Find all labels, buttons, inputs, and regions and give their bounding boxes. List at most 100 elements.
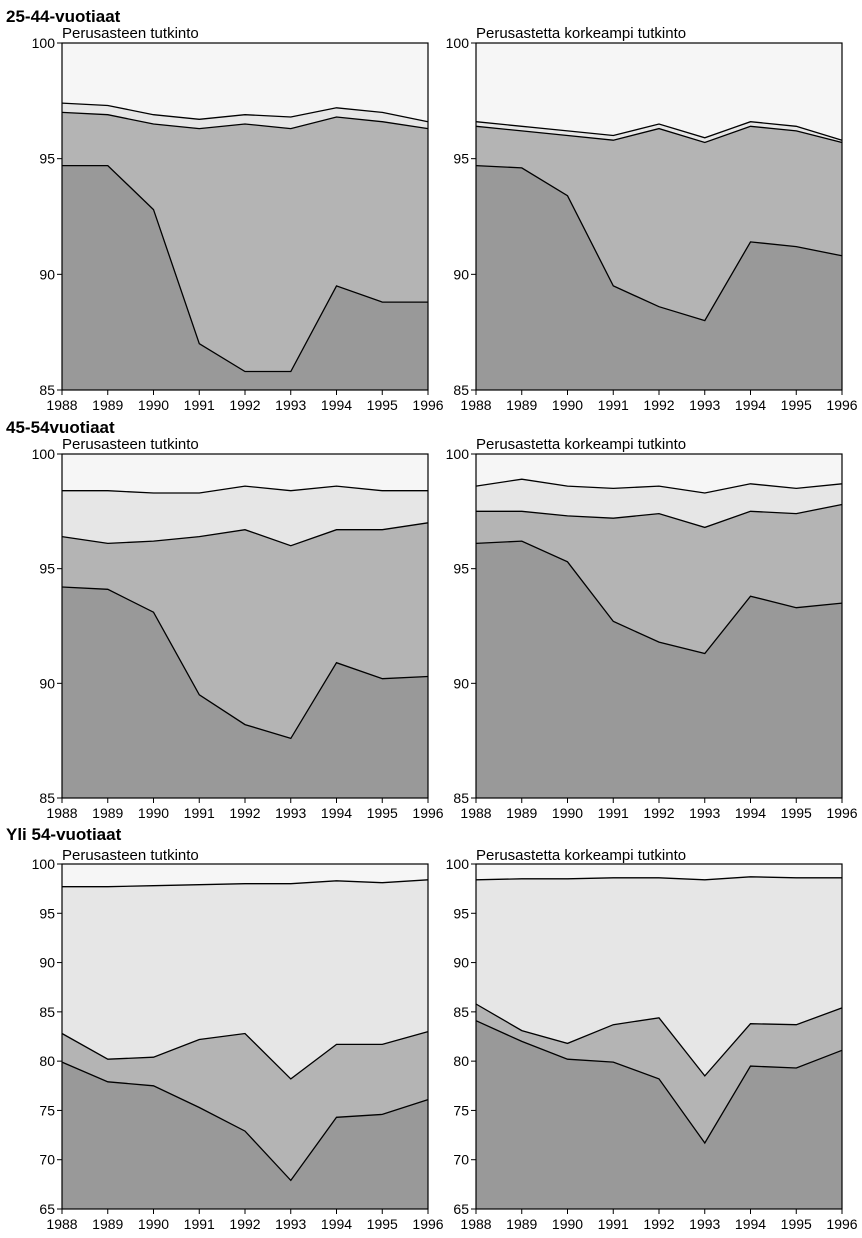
y-tick-label: 100 [32, 35, 56, 51]
x-tick-label: 1992 [229, 805, 260, 821]
y-tick-label: 100 [32, 446, 56, 462]
x-tick-label: 1995 [781, 805, 812, 821]
y-tick-label: 75 [453, 1102, 469, 1118]
boundary-line-1 [62, 164, 428, 373]
section-title: 25-44-vuotiaat [6, 7, 121, 26]
boundary-line-3 [475, 876, 842, 881]
y-tick-label: 90 [453, 266, 469, 282]
area-layer-1 [62, 1062, 428, 1209]
x-tick-label: 1995 [781, 397, 812, 413]
y-tick-label: 90 [453, 955, 469, 971]
x-tick-label: 1990 [552, 1216, 583, 1232]
x-tick-label: 1996 [412, 1216, 443, 1232]
y-tick-label: 85 [453, 790, 469, 806]
boundary-line-3 [61, 102, 429, 123]
boundary-line-2 [475, 125, 843, 144]
section-title: Yli 54-vuotiaat [6, 825, 122, 844]
x-tick-label: 1989 [506, 397, 537, 413]
x-tick-label: 1993 [689, 1216, 720, 1232]
boundary-line-3 [62, 879, 429, 888]
y-tick-label: 95 [39, 561, 55, 577]
y-tick-label: 85 [453, 1004, 469, 1020]
x-tick-label: 1991 [598, 1216, 629, 1232]
y-tick-label: 100 [32, 856, 56, 872]
x-tick-label: 1992 [643, 805, 674, 821]
y-tick-label: 85 [453, 382, 469, 398]
y-tick-label: 100 [446, 35, 470, 51]
x-tick-label: 1995 [367, 805, 398, 821]
x-tick-label: 1990 [138, 805, 169, 821]
x-tick-label: 1991 [184, 805, 215, 821]
y-tick-label: 70 [453, 1152, 469, 1168]
y-tick-label: 95 [453, 151, 469, 167]
x-tick-label: 1994 [735, 1216, 766, 1232]
y-tick-label: 85 [39, 1004, 55, 1020]
x-tick-label: 1989 [92, 805, 123, 821]
section-title: 45-54vuotiaat [6, 418, 115, 437]
y-tick-label: 85 [39, 790, 55, 806]
x-tick-label: 1995 [367, 1216, 398, 1232]
x-tick-label: 1988 [46, 805, 77, 821]
y-tick-label: 75 [39, 1102, 55, 1118]
x-tick-label: 1994 [321, 397, 352, 413]
x-tick-label: 1992 [229, 397, 260, 413]
boundary-line-1 [475, 164, 843, 322]
panel-title: Perusasteen tutkinto [62, 25, 199, 42]
x-tick-label: 1988 [460, 1216, 491, 1232]
panel-title: Perusastetta korkeampi tutkinto [476, 25, 686, 42]
boundary-line-3 [62, 485, 428, 494]
x-tick-label: 1990 [138, 397, 169, 413]
x-tick-label: 1996 [412, 805, 443, 821]
y-tick-label: 65 [453, 1201, 469, 1217]
boundary-line-2 [476, 503, 843, 529]
y-tick-label: 100 [446, 446, 470, 462]
y-tick-label: 95 [453, 905, 469, 921]
x-tick-label: 1993 [689, 805, 720, 821]
y-tick-label: 90 [39, 675, 55, 691]
x-tick-label: 1989 [92, 397, 123, 413]
boundary-line-2 [475, 1003, 843, 1077]
y-tick-label: 90 [39, 266, 55, 282]
y-tick-label: 70 [39, 1152, 55, 1168]
area-layer-1 [476, 165, 842, 390]
x-tick-label: 1991 [184, 397, 215, 413]
x-tick-label: 1990 [552, 805, 583, 821]
y-tick-label: 65 [39, 1201, 55, 1217]
panel-title: Perusastetta korkeampi tutkinto [476, 436, 686, 453]
area-layer-1 [476, 541, 842, 798]
y-tick-label: 90 [453, 675, 469, 691]
x-tick-label: 1993 [275, 1216, 306, 1232]
boundary-line-3 [475, 478, 843, 494]
x-tick-label: 1989 [506, 1216, 537, 1232]
panel-title: Perusastetta korkeampi tutkinto [476, 847, 686, 864]
x-tick-label: 1988 [460, 397, 491, 413]
y-tick-label: 85 [39, 382, 55, 398]
boundary-line-1 [475, 540, 843, 655]
x-tick-label: 1993 [275, 397, 306, 413]
x-tick-label: 1991 [598, 805, 629, 821]
x-tick-label: 1991 [598, 397, 629, 413]
x-tick-label: 1994 [321, 805, 352, 821]
x-tick-label: 1988 [460, 805, 491, 821]
x-tick-label: 1992 [643, 397, 674, 413]
x-tick-label: 1994 [735, 397, 766, 413]
x-tick-label: 1989 [506, 805, 537, 821]
x-tick-label: 1993 [689, 397, 720, 413]
x-tick-label: 1996 [826, 397, 857, 413]
x-tick-label: 1990 [552, 397, 583, 413]
x-tick-label: 1994 [321, 1216, 352, 1232]
boundary-line-1 [61, 586, 429, 740]
x-tick-label: 1996 [826, 1216, 857, 1232]
x-tick-label: 1995 [781, 1216, 812, 1232]
boundary-line-2 [61, 522, 429, 547]
x-tick-label: 1993 [275, 805, 306, 821]
x-tick-label: 1996 [412, 397, 443, 413]
x-tick-label: 1988 [46, 397, 77, 413]
boundary-line-1 [61, 1061, 429, 1182]
x-tick-label: 1995 [367, 397, 398, 413]
panel-title: Perusasteen tutkinto [62, 847, 199, 864]
y-tick-label: 80 [39, 1053, 55, 1069]
area-layer-1 [476, 1020, 842, 1209]
y-tick-label: 95 [453, 561, 469, 577]
